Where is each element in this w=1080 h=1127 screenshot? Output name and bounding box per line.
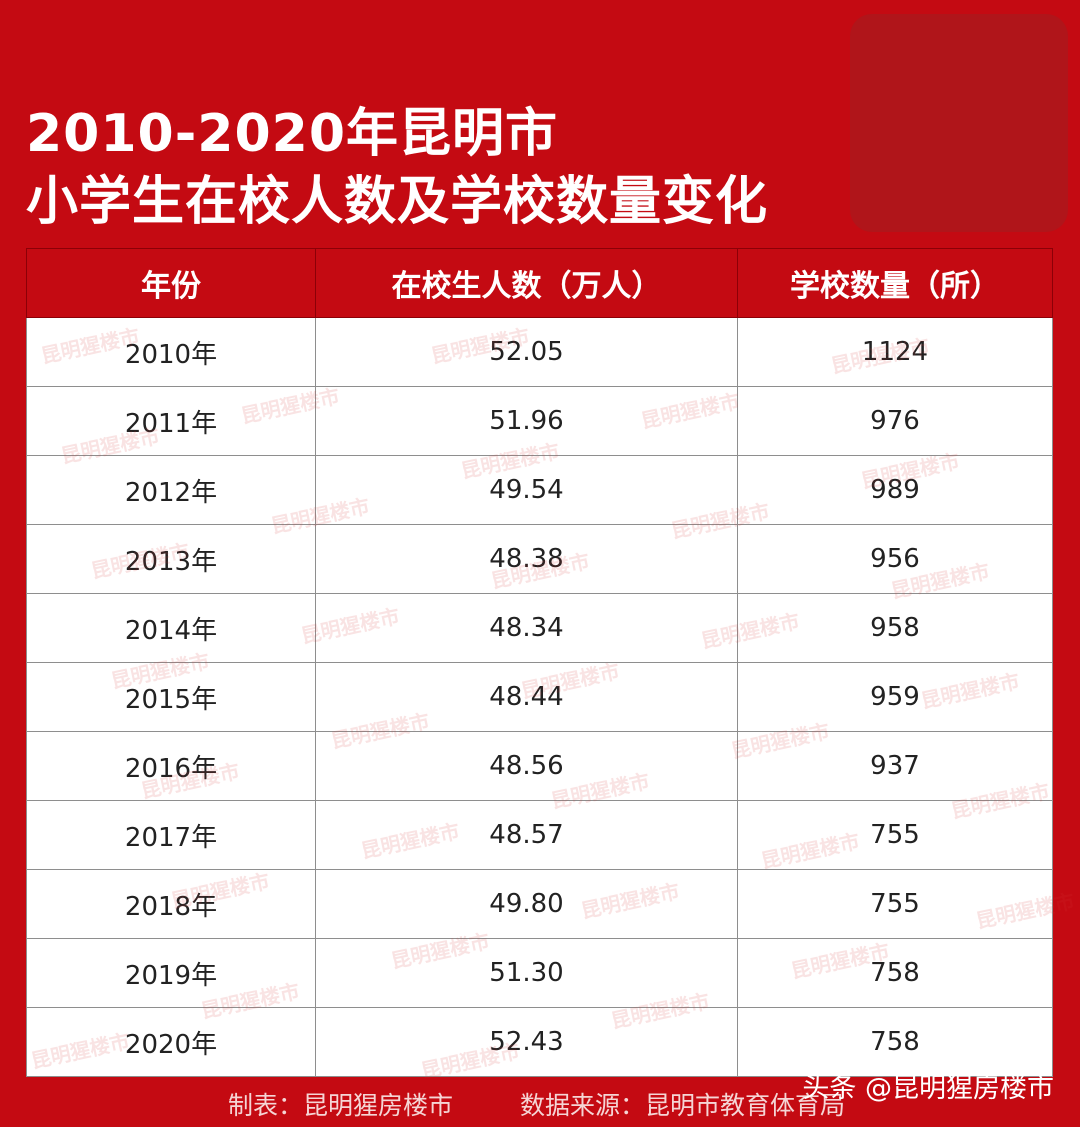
header-year: 年份 xyxy=(26,248,316,318)
header-schools: 学校数量（所） xyxy=(737,248,1053,318)
platform-credit: 头条 @昆明猩房楼市 xyxy=(802,1073,1054,1104)
table-row: 2017年 48.57 755 xyxy=(26,800,1053,870)
table-row: 2020年 52.43 758 xyxy=(26,1007,1053,1077)
year-cell: 2011年 xyxy=(26,386,316,456)
footer-maker: 制表：昆明猩房楼市 xyxy=(228,1091,454,1120)
schools-cell: 755 xyxy=(737,869,1053,939)
students-cell: 49.54 xyxy=(315,455,738,525)
students-cell: 48.34 xyxy=(315,593,738,663)
schools-cell: 959 xyxy=(737,662,1053,732)
header-students: 在校生人数（万人） xyxy=(315,248,738,318)
year-cell: 2019年 xyxy=(26,938,316,1008)
title-line-2: 小学生在校人数及学校数量变化 xyxy=(26,172,769,232)
students-cell: 48.38 xyxy=(315,524,738,594)
footer-source: 数据来源：昆明市教育体育局 xyxy=(520,1091,846,1120)
schools-cell: 958 xyxy=(737,593,1053,663)
table-row: 2014年 48.34 958 xyxy=(26,593,1053,663)
data-table: 年份 在校生人数（万人） 学校数量（所） 2010年 52.05 1124 20… xyxy=(26,248,1053,1077)
year-cell: 2013年 xyxy=(26,524,316,594)
table-row: 2019年 51.30 758 xyxy=(26,938,1053,1008)
year-cell: 2016年 xyxy=(26,731,316,801)
students-cell: 49.80 xyxy=(315,869,738,939)
year-cell: 2014年 xyxy=(26,593,316,663)
title-line-1: 2010-2020年昆明市 xyxy=(26,104,559,164)
table-row: 2016年 48.56 937 xyxy=(26,731,1053,801)
students-cell: 48.57 xyxy=(315,800,738,870)
students-cell: 52.43 xyxy=(315,1007,738,1077)
table-row: 2010年 52.05 1124 xyxy=(26,317,1053,387)
table-row: 2011年 51.96 976 xyxy=(26,386,1053,456)
table-row: 2015年 48.44 959 xyxy=(26,662,1053,732)
year-cell: 2010年 xyxy=(26,317,316,387)
schools-cell: 976 xyxy=(737,386,1053,456)
students-cell: 51.30 xyxy=(315,938,738,1008)
students-cell: 52.05 xyxy=(315,317,738,387)
students-cell: 48.56 xyxy=(315,731,738,801)
schools-cell: 758 xyxy=(737,938,1053,1008)
schools-cell: 956 xyxy=(737,524,1053,594)
schools-cell: 755 xyxy=(737,800,1053,870)
schools-cell: 937 xyxy=(737,731,1053,801)
students-cell: 48.44 xyxy=(315,662,738,732)
footer-bar: 制表：昆明猩房楼市 数据来源：昆明市教育体育局 xyxy=(26,1078,1052,1127)
students-cell: 51.96 xyxy=(315,386,738,456)
schools-cell: 989 xyxy=(737,455,1053,525)
year-cell: 2017年 xyxy=(26,800,316,870)
year-cell: 2018年 xyxy=(26,869,316,939)
schools-cell: 758 xyxy=(737,1007,1053,1077)
table-row: 2018年 49.80 755 xyxy=(26,869,1053,939)
table-row: 2012年 49.54 989 xyxy=(26,455,1053,525)
page-title: 2010-2020年昆明市 小学生在校人数及学校数量变化 xyxy=(26,100,768,236)
year-cell: 2012年 xyxy=(26,455,316,525)
blurred-logo-area xyxy=(850,14,1068,232)
table-header-row: 年份 在校生人数（万人） 学校数量（所） xyxy=(26,248,1053,318)
table-row: 2013年 48.38 956 xyxy=(26,524,1053,594)
year-cell: 2020年 xyxy=(26,1007,316,1077)
year-cell: 2015年 xyxy=(26,662,316,732)
schools-cell: 1124 xyxy=(737,317,1053,387)
